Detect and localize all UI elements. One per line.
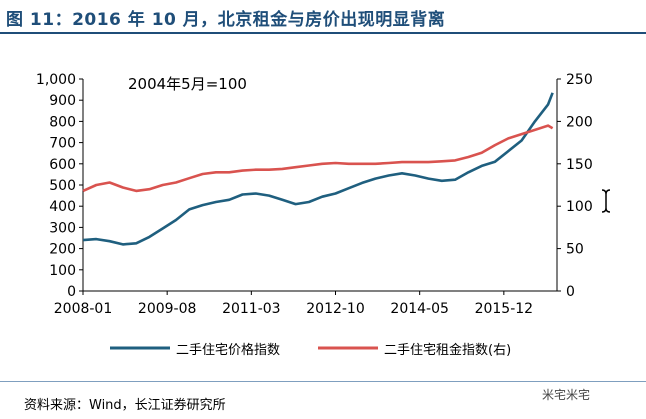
series-line-rent [82,124,554,193]
x-tick-label: 2014-05 [390,301,449,317]
chart-title: 图 11：2016 年 10 月，北京租金与房价出现明显背离 [6,10,446,30]
y-right-tick-label: 0 [566,284,575,300]
text-cursor-icon [601,189,611,213]
title-rule [0,32,646,34]
y-left-tick-label: 700 [49,136,76,152]
chart-axes: 1,00090080070060050040030020010002502001… [36,72,593,317]
y-left-tick-label: 400 [49,199,76,215]
legend-label-price: 二手住宅价格指数 [176,343,281,358]
legend-label-rent: 二手住宅租金指数(右) [384,343,512,358]
y-left-tick-label: 0 [67,284,76,300]
series-line-price [82,92,554,246]
y-right-tick-label: 200 [566,114,593,130]
x-tick-label: 2012-10 [306,301,365,317]
y-left-tick-label: 800 [49,114,76,130]
line-chart: 1,00090080070060050040030020010002502001… [36,72,593,317]
y-right-tick-label: 100 [566,199,593,215]
y-right-tick-label: 150 [566,157,593,173]
x-tick-label: 2011-03 [222,301,281,317]
y-left-tick-label: 1,000 [36,72,76,88]
x-tick-label: 2015-12 [475,301,534,317]
watermark: 米宅米宅 [542,388,591,402]
y-left-tick-label: 200 [49,242,76,258]
chart-series [82,92,554,246]
y-left-tick-label: 300 [49,220,76,236]
y-left-tick-label: 100 [49,263,76,279]
y-right-tick-label: 50 [566,242,584,258]
source-note: 资料来源：Wind，长江证券研究所 [24,398,226,413]
y-left-tick-label: 500 [49,178,76,194]
footer-rule [0,381,646,382]
chart-legend: 二手住宅价格指数 二手住宅租金指数(右) [0,336,646,358]
chart-annotation: 2004年5月=100 [128,75,247,93]
y-right-tick-label: 250 [566,72,593,88]
x-tick-label: 2009-08 [138,301,197,317]
y-left-tick-label: 900 [49,93,76,109]
y-left-tick-label: 600 [49,157,76,173]
x-tick-label: 2008-01 [54,301,113,317]
